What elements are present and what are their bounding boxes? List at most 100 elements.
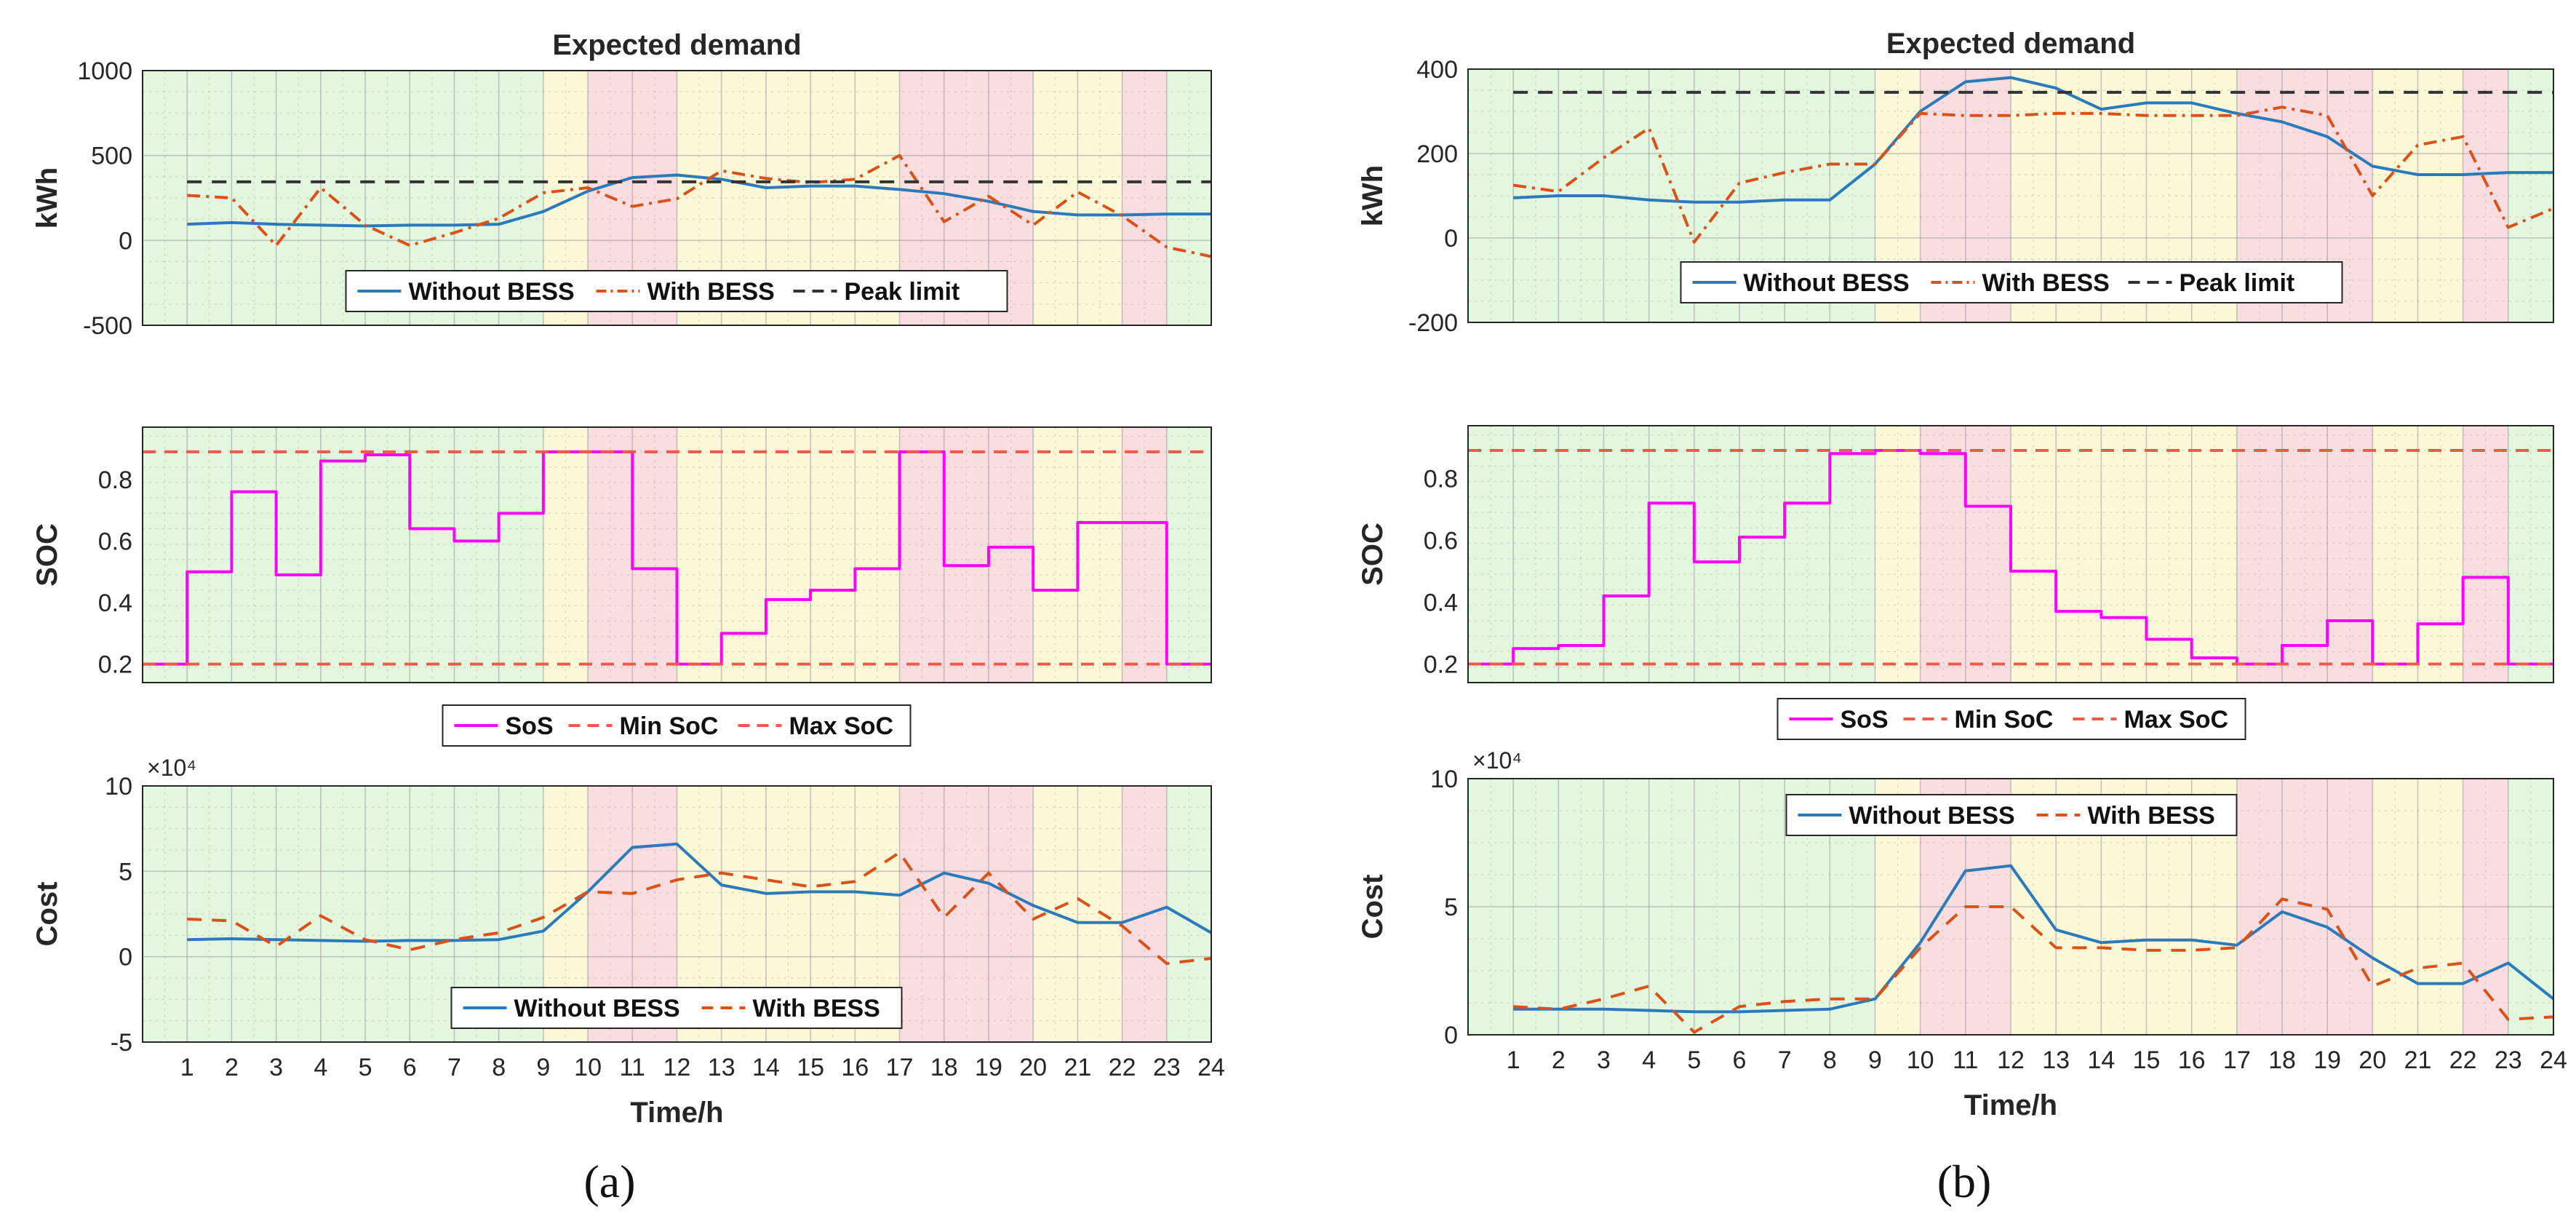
x-tick-label: 2 <box>1552 1046 1566 1074</box>
legend-entry: Without BESS <box>1744 269 1910 297</box>
x-tick-label: 21 <box>2404 1046 2432 1074</box>
x-tick-label: 19 <box>975 1054 1002 1081</box>
x-tick-label: 14 <box>752 1054 780 1081</box>
x-tick-label: 2 <box>225 1054 239 1081</box>
legend-box <box>1777 698 2246 740</box>
series-without-bess-line <box>187 842 1211 943</box>
x-tick-label: 1 <box>180 1054 194 1081</box>
legend: Without BESS With BESS Peak limit <box>1680 261 2343 303</box>
y-tick-label: 0.6 <box>98 528 132 555</box>
chart-a-soc: SOC 0.2 0.4 0.6 0.8 SoS Min SoC Max SoC <box>31 426 1212 747</box>
y-tick-label: 0.2 <box>98 651 132 679</box>
series-with-bess-line <box>187 851 1211 966</box>
legend-box <box>450 987 903 1029</box>
y-axis-label: kWh <box>31 167 63 228</box>
tariff-band-yellow <box>677 427 900 683</box>
tariff-band-red <box>2236 426 2373 683</box>
y-tick-label: 0 <box>1444 225 1458 253</box>
x-tick-label: 21 <box>1064 1054 1091 1081</box>
y-tick-label: -200 <box>1408 309 1458 337</box>
series-group <box>143 450 1211 666</box>
tariff-band-yellow <box>2011 426 2237 683</box>
tariff-band-green <box>2508 426 2553 683</box>
axes-box <box>142 785 1212 1043</box>
x-tick-label: 24 <box>1197 1054 1225 1081</box>
x-tick-label: 12 <box>663 1054 691 1081</box>
x-tick-label: 7 <box>447 1054 461 1081</box>
series-with-bess-line <box>1513 897 2553 1034</box>
y-tick-label: 0.8 <box>1424 465 1458 493</box>
series-group <box>187 154 1211 258</box>
series-group <box>187 842 1211 966</box>
panel-label-a: (a) <box>583 1156 635 1207</box>
series-without-bess-line <box>1513 76 2553 204</box>
legend-box <box>345 270 1008 312</box>
x-axis-label: Time/h <box>630 1097 723 1129</box>
x-tick-label: 20 <box>2358 1046 2386 1074</box>
x-tick-label: 7 <box>1778 1046 1792 1074</box>
x-tick-label: 16 <box>841 1054 869 1081</box>
chart-a-demand: Expected demand kWh -500 0 500 1000 Without BE… <box>31 29 1212 340</box>
legend-entry: Without BESS <box>514 995 680 1022</box>
x-tick-label: 10 <box>574 1054 602 1081</box>
x-tick-label: 22 <box>2449 1046 2477 1074</box>
y-tick-label: 0.4 <box>1424 589 1458 616</box>
x-tick-label: 3 <box>1597 1046 1611 1074</box>
axes-box <box>1467 68 2554 323</box>
x-tick-label: 3 <box>269 1054 283 1081</box>
x-tick-label: 6 <box>1733 1046 1747 1074</box>
x-tick-label: 12 <box>1997 1046 2025 1074</box>
legend: Without BESS With BESS Peak limit <box>345 270 1008 312</box>
y-axis-label: SOC <box>31 523 63 587</box>
x-tick-label: 4 <box>314 1054 327 1081</box>
x-tick-label: 15 <box>2133 1046 2161 1074</box>
series-sos-line <box>1468 449 2553 666</box>
tariff-band-green <box>1166 786 1211 1042</box>
y-tick-label: 5 <box>119 858 132 886</box>
x-tick-label: 13 <box>708 1054 735 1081</box>
legend-entry: Min SoC <box>620 712 719 740</box>
legend-entry: With BESS <box>2088 802 2215 830</box>
x-tick-label: 24 <box>2540 1046 2567 1074</box>
y-axis-label: kWh <box>1357 165 1389 226</box>
legend-entry: Max SoC <box>789 712 894 740</box>
legend-box <box>1680 261 2343 303</box>
x-tick-label: 17 <box>2223 1046 2251 1074</box>
x-tick-label: 13 <box>2042 1046 2070 1074</box>
y-tick-label: 0 <box>119 227 132 255</box>
y-tick-label: 0 <box>119 944 132 971</box>
x-tick-label: 6 <box>403 1054 417 1081</box>
legend: Without BESS With BESS <box>1785 794 2238 836</box>
x-tick-label: 10 <box>1907 1046 1934 1074</box>
series-sos-line <box>143 450 1211 666</box>
y-tick-label: 1000 <box>77 57 132 85</box>
tariff-band-green <box>1468 426 1875 683</box>
x-tick-label: 8 <box>492 1054 506 1081</box>
x-tick-label: 4 <box>1642 1046 1656 1074</box>
y-axis-label: Cost <box>1357 875 1389 939</box>
tariff-band-green <box>143 427 543 683</box>
chart-b-soc: SOC 0.2 0.4 0.6 0.8 SoS Min SoC Max SoC <box>1357 425 2554 740</box>
panel-label-b: (b) <box>1937 1156 1992 1207</box>
y-tick-label: 0.6 <box>1424 527 1458 555</box>
x-axis-label: Time/h <box>1964 1089 2057 1121</box>
series-group <box>1513 864 2553 1034</box>
x-tick-label: 9 <box>1868 1046 1882 1074</box>
legend-entry: With BESS <box>753 995 880 1022</box>
legend-entry: Without BESS <box>1849 802 2015 830</box>
x-tick-label: 9 <box>536 1054 550 1081</box>
tariff-band-green <box>1166 427 1211 683</box>
series-without-bess-line <box>1513 864 2553 1014</box>
chart-b-demand: Expected demand kWh -200 0 200 400 Without BES… <box>1357 28 2554 337</box>
x-tick-label: 14 <box>2087 1046 2115 1074</box>
legend-box <box>442 704 912 747</box>
x-tick-label: 16 <box>2178 1046 2206 1074</box>
legend-entry: SoS <box>1841 706 1889 734</box>
legend-entry: Min SoC <box>1955 706 2054 734</box>
tariff-band-red <box>899 786 1034 1042</box>
series-without-bess-line <box>187 173 1211 228</box>
x-tick-label: 5 <box>359 1054 372 1081</box>
tariff-band-red <box>1122 71 1167 325</box>
